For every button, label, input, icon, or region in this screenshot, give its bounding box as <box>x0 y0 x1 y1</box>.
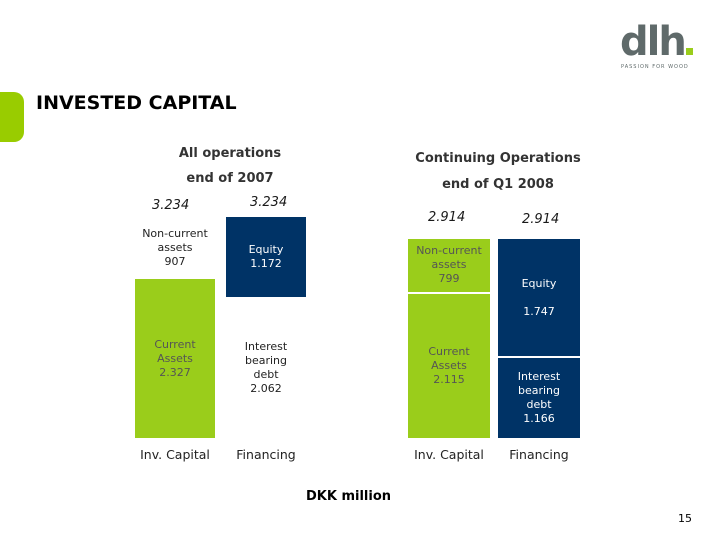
stacked-column-inv-capital-all: Current Assets 2.327 Non-current assets … <box>135 217 215 438</box>
bar-label-current-assets-cont: Current Assets 2.115 <box>428 344 470 386</box>
bar-segment-current-assets-cont: Current Assets 2.115 <box>408 293 490 438</box>
bar-label-equity-all: Equity 1.172 <box>248 243 284 271</box>
bar-label-noncurrent-assets-cont: Non-current assets 799 <box>416 244 482 286</box>
total-label-inv-capital-cont: 2.914 <box>428 210 466 225</box>
bar-segment-equity-cont: Equity 1.747 <box>498 239 580 359</box>
category-label-financing-all: Financing <box>236 447 296 462</box>
bar-segment-interest-debt-all: Interest bearing debt 2.062 <box>226 297 306 438</box>
company-logo: dlh PASSION FOR WOOD <box>620 22 698 72</box>
total-label-inv-capital-all: 3.234 <box>152 198 190 213</box>
stacked-column-financing-all: Interest bearing debt 2.062 Equity 1.172 <box>226 217 306 438</box>
slide-title: INVESTED CAPITAL <box>36 92 237 114</box>
bar-segment-equity-all: Equity 1.172 <box>226 217 306 298</box>
title-accent-bar <box>0 92 24 142</box>
stacked-column-inv-capital-cont: Current Assets 2.115 Non-current assets … <box>408 239 490 438</box>
chart-title-continuing-operations: Continuing Operations <box>415 151 581 166</box>
bar-segment-noncurrent-assets-cont: Non-current assets 799 <box>408 239 490 294</box>
bar-label-current-assets-all: Current Assets 2.327 <box>154 337 196 379</box>
chart-title-all-operations: All operations <box>178 146 282 161</box>
category-label-financing-cont: Financing <box>509 447 569 462</box>
bar-label-interest-debt-cont: Interest bearing debt 1.166 <box>517 370 561 426</box>
logo-dot-icon <box>685 48 693 55</box>
category-label-inv-capital-cont: Inv. Capital <box>414 447 484 462</box>
category-label-inv-capital-all: Inv. Capital <box>140 447 210 462</box>
chart-subtitle-all-operations: end of 2007 <box>186 171 274 186</box>
bar-label-equity-cont: Equity 1.747 <box>521 276 557 318</box>
bar-label-noncurrent-assets-all: Non-current assets 907 <box>142 227 208 269</box>
unit-label: DKK million <box>306 489 392 504</box>
total-label-financing-all: 3.234 <box>250 195 288 210</box>
bar-segment-current-assets-all: Current Assets 2.327 <box>135 279 215 438</box>
logo-tagline: PASSION FOR WOOD <box>621 64 689 70</box>
stacked-column-financing-cont: Interest bearing debt 1.166 Equity 1.747 <box>498 239 580 438</box>
bar-segment-interest-debt-cont: Interest bearing debt 1.166 <box>498 358 580 438</box>
chart-subtitle-continuing-operations: end of Q1 2008 <box>442 177 554 192</box>
bar-label-interest-debt-all: Interest bearing debt 2.062 <box>244 339 288 395</box>
bar-segment-noncurrent-assets-all: Non-current assets 907 <box>135 217 215 280</box>
page-number: 15 <box>678 512 692 525</box>
total-label-financing-cont: 2.914 <box>522 212 560 227</box>
logo-wordmark: dlh <box>620 22 693 62</box>
